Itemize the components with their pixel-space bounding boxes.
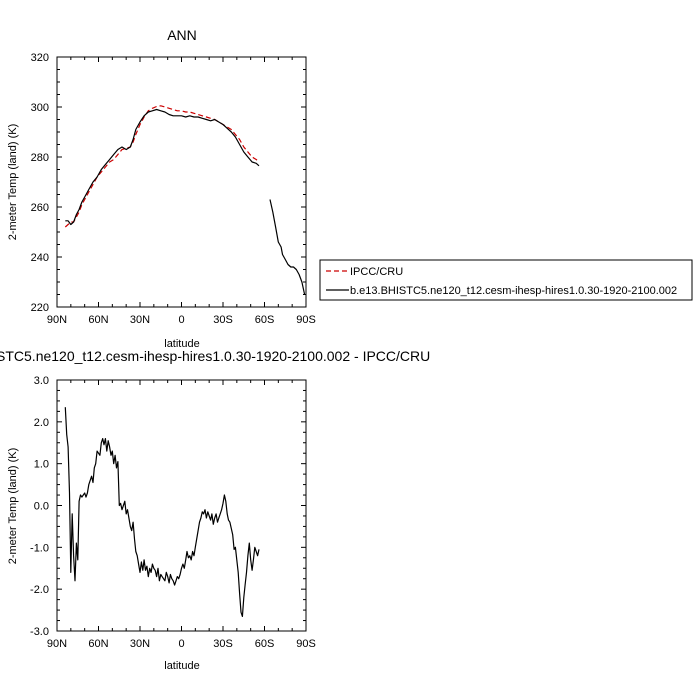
- bottom-tick-group: 90N 60N 30N 0 30S 60S 90S -3.0 -2.0 -1.0 0.0 1.0 2.0…: [30, 375, 316, 650]
- bottom-y-tick-label: 2.0: [34, 417, 49, 429]
- bottom-chart-title: b.e13.BHISTC5.ne120_t12.cesm-ihesp-hires…: [0, 348, 430, 364]
- top-x-tick-label: 30S: [213, 314, 233, 326]
- top-y-tick-label: 220: [31, 302, 49, 314]
- top-y-tick-label: 260: [31, 202, 49, 214]
- top-y-axis-label: 2-meter Temp (land) (K): [7, 124, 19, 241]
- top-y-tick-label: 280: [31, 152, 49, 164]
- legend-box: [319, 259, 693, 301]
- bottom-y-tick-label: 1.0: [34, 459, 49, 471]
- bottom-x-tick-label: 30S: [213, 638, 233, 650]
- top-series-line-0: [64, 105, 260, 228]
- bottom-x-tick-label: 60N: [88, 638, 108, 650]
- top-chart-title: ANN: [167, 27, 197, 43]
- bottom-y-tick-label: -1.0: [30, 542, 49, 554]
- bottom-x-tick-label: 90N: [47, 638, 67, 650]
- top-x-tick-label: 90S: [296, 314, 316, 326]
- bottom-x-axis-label: latitude: [164, 660, 199, 672]
- legend-label-model: b.e13.BHISTC5.ne120_t12.cesm-ihesp-hires…: [350, 285, 677, 297]
- bottom-x-tick-label: 0: [178, 638, 184, 650]
- top-series-line-1: [65, 108, 260, 226]
- top-x-axis-label: latitude: [164, 338, 199, 350]
- top-plot-frame: [56, 56, 307, 308]
- bottom-y-tick-label: 0.0: [34, 501, 49, 513]
- bottom-series-line-0: [64, 407, 260, 618]
- bottom-plot-frame: [56, 379, 307, 632]
- bottom-y-axis-label: 2-meter Temp (land) (K): [7, 448, 19, 565]
- bottom-series-group: [64, 407, 260, 618]
- bottom-y-tick-label: 3.0: [34, 375, 49, 387]
- bottom-y-tick-label: -2.0: [30, 584, 49, 596]
- top-x-tick-label: 90N: [47, 314, 67, 326]
- top-x-tick-label: 60S: [255, 314, 275, 326]
- top-x-tick-label: 30N: [130, 314, 150, 326]
- bottom-x-tick-label: 90S: [296, 638, 316, 650]
- legend: IPCC/CRU b.e13.BHISTC5.ne120_t12.cesm-ih…: [319, 259, 693, 301]
- bottom-x-tick-label: 30N: [130, 638, 150, 650]
- top-panel: ANN 90N 60N 30N 0 30S 60S 90S 220 240 260 280 300 32…: [7, 27, 316, 350]
- bottom-x-tick-label: 60S: [255, 638, 275, 650]
- legend-label-ipcc-cru: IPCC/CRU: [350, 266, 403, 278]
- top-y-tick-label: 300: [31, 102, 49, 114]
- top-series-group: [64, 105, 306, 295]
- top-x-tick-label: 0: [178, 314, 184, 326]
- top-y-tick-label: 320: [31, 52, 49, 64]
- top-tick-group: 90N 60N 30N 0 30S 60S 90S 220 240 260 280 300 320: [31, 52, 316, 326]
- top-series-line-2: [269, 199, 306, 295]
- top-x-tick-label: 60N: [88, 314, 108, 326]
- bottom-y-tick-label: -3.0: [30, 626, 49, 638]
- top-y-tick-label: 240: [31, 252, 49, 264]
- bottom-panel: b.e13.BHISTC5.ne120_t12.cesm-ihesp-hires…: [0, 348, 430, 672]
